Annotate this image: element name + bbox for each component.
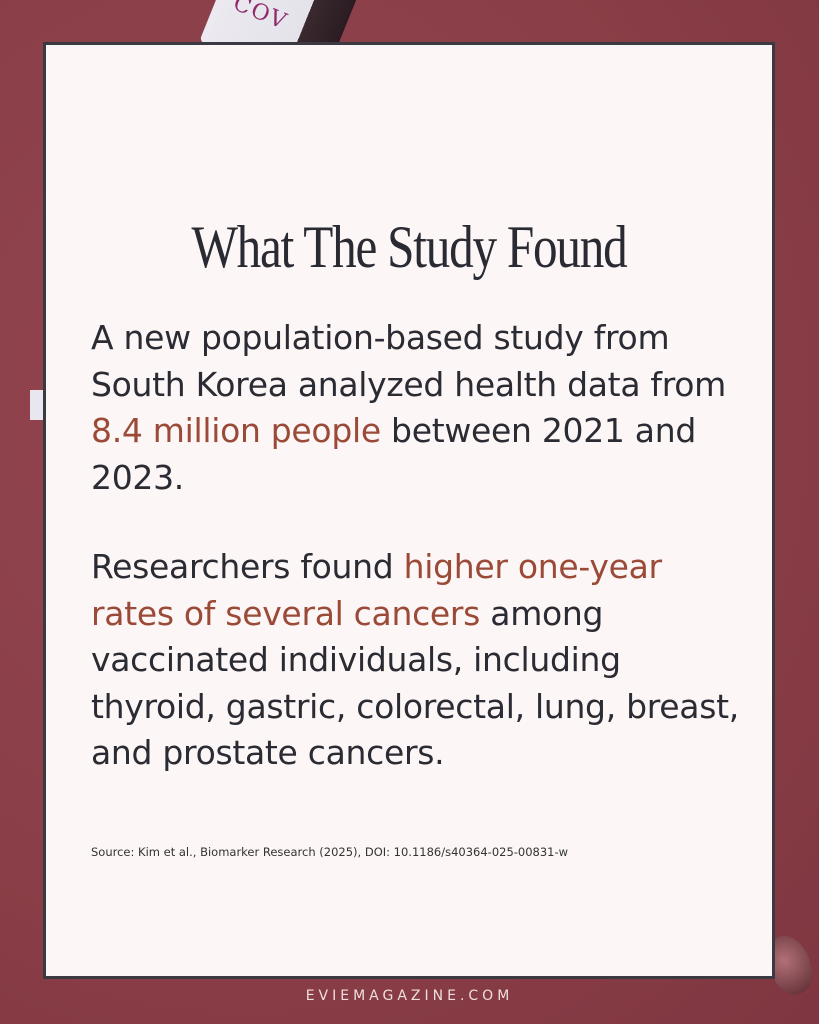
vial-edge-image (30, 390, 46, 420)
highlight-text: 8.4 million people (91, 411, 381, 450)
text: Researchers found (91, 547, 404, 586)
paragraph-findings: Researchers found higher one-year rates … (91, 544, 751, 777)
text: among vaccinated individuals, including … (91, 593, 739, 773)
source-citation: Source: Kim et al., Biomarker Research (… (91, 845, 569, 859)
page-title: What The Study Found (191, 214, 627, 280)
text: between 2021 and 2023. (91, 411, 696, 497)
paragraph-study-overview: A new population-based study from South … (91, 315, 751, 501)
footer-site-name: EVIEMAGAZINE.COM (305, 988, 514, 1004)
highlight-text: higher one-year rates of several cancers (91, 547, 662, 633)
vial-label: COV (229, 0, 292, 36)
content-card: What The Study Found A new population-ba… (43, 42, 775, 979)
text: A new population-based study from South … (91, 318, 727, 404)
